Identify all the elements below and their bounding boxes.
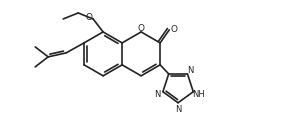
Text: O: O bbox=[171, 25, 178, 34]
Text: N: N bbox=[175, 104, 181, 113]
Text: NH: NH bbox=[192, 89, 205, 98]
Text: O: O bbox=[86, 13, 93, 22]
Text: N: N bbox=[155, 89, 161, 98]
Text: O: O bbox=[138, 24, 145, 33]
Text: N: N bbox=[187, 65, 194, 74]
